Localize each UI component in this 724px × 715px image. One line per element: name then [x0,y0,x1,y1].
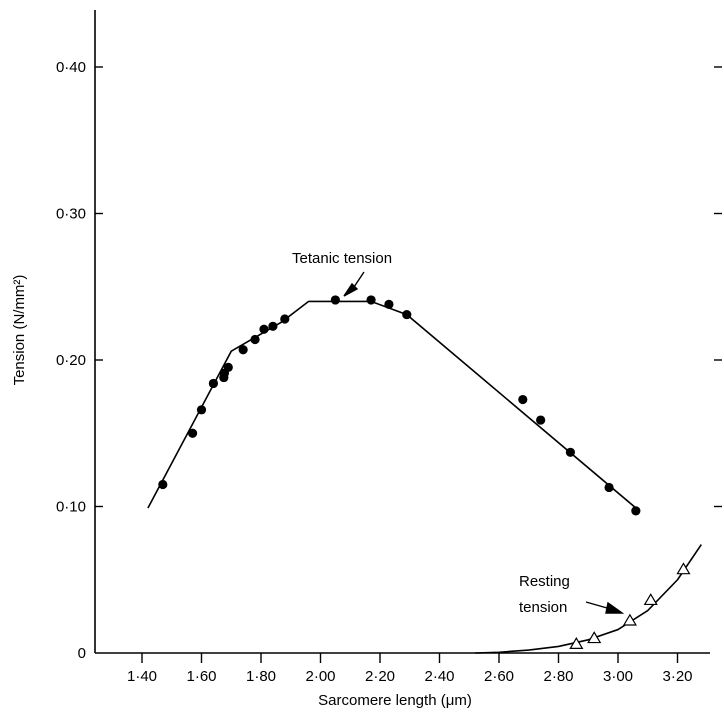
tetanic-point [366,295,376,305]
right-axis-ticks [714,66,722,508]
resting-point [622,613,637,626]
tetanic-point [631,506,641,516]
y-ticks: 0 0·10 0·20 0·30 0·40 [56,59,103,662]
resting-tension-curve [475,544,702,654]
tetanic-point [330,295,340,305]
tetanic-point [196,405,207,415]
resting-point [643,593,658,606]
resting-point [676,562,691,575]
tetanic-point [565,447,576,457]
series-points [158,295,691,650]
tetanic-tension-line [147,300,637,509]
resting-point [569,637,584,650]
x-tick-label: 2·60 [484,668,514,685]
x-axis-title: Sarcomere length (μm) [318,692,472,709]
tetanic-point [518,394,528,405]
tetanic-point [187,428,198,438]
annotation-resting-line1: Resting [519,573,570,590]
tetanic-point [259,324,269,334]
tetanic-point [238,345,248,355]
x-tick-label: 2·20 [365,668,395,685]
x-tick-label: 2·80 [543,668,573,685]
tetanic-point [158,479,168,490]
tetanic-point [536,415,546,425]
series-lines [147,300,702,654]
y-axis-title: Tension (N/mm²) [11,275,28,386]
annotations: Tetanic tension Resting tension [292,250,625,616]
y-tick-label: 0·20 [56,352,86,369]
y-tick-label: 0·10 [56,499,86,516]
tetanic-point [280,314,290,324]
tetanic-point [268,321,278,331]
tetanic-point [604,482,614,493]
x-tick-label: 2·00 [305,668,335,685]
annotation-tetanic-tension: Tetanic tension [292,250,392,267]
y-tick-label: 0·30 [56,206,86,223]
plot-area: 1·40 1·60 1·80 2·00 2·20 2·40 2·60 2·80 3·00 3·20… [11,10,722,709]
x-tick-label: 1·40 [127,668,157,685]
tetanic-point [402,309,412,320]
resting-point [587,631,602,644]
x-tick-label: 3·00 [603,668,633,685]
y-tick-label: 0·40 [56,59,86,76]
tetanic-point [223,362,233,372]
tetanic-point [208,378,218,389]
annotation-arrow-tetanic [343,271,365,297]
annotation-arrow-resting [585,601,625,614]
x-tick-label: 1·80 [246,668,276,685]
x-tick-label: 1·60 [186,668,216,685]
x-tick-label: 2·40 [424,668,454,685]
annotation-resting-line2: tension [519,599,567,616]
tetanic-point [250,334,260,345]
x-tick-label: 3·20 [662,668,692,685]
tetanic-point [384,299,394,309]
x-ticks: 1·40 1·60 1·80 2·00 2·20 2·40 2·60 2·80 3·00 3·20 [127,653,693,685]
y-tick-label: 0 [78,645,86,662]
